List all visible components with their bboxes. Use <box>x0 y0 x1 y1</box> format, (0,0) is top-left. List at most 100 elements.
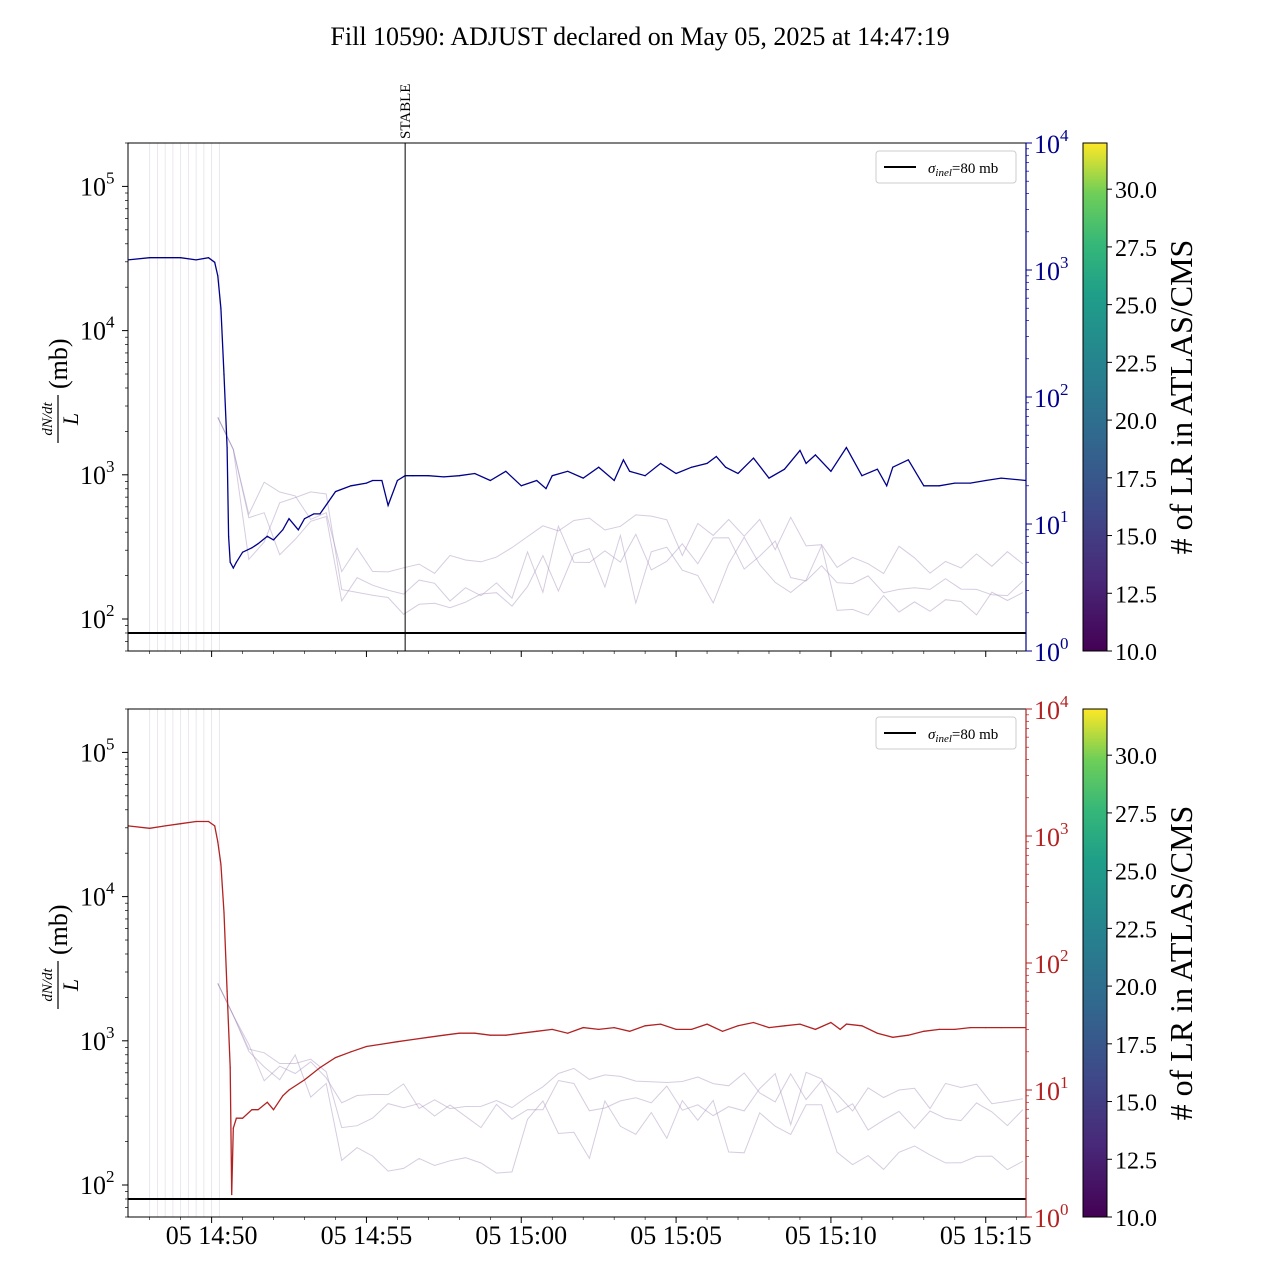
series-point <box>381 1043 383 1045</box>
y-tick-label: 102 <box>80 1167 115 1200</box>
series-point <box>520 1032 522 1034</box>
series-point <box>412 475 414 477</box>
series-point <box>752 1021 755 1024</box>
series-point <box>288 518 290 520</box>
series-point <box>861 1025 863 1027</box>
series-point <box>303 1079 306 1081</box>
background-trace <box>217 983 1024 1174</box>
y-label-unit: (mb) <box>44 338 73 389</box>
series-point <box>715 455 717 458</box>
y2-tick-label: 103 <box>1034 819 1069 852</box>
series-point <box>839 1028 841 1031</box>
x-tick-label: 05 15:15 <box>940 1221 1032 1250</box>
series-point <box>768 1026 770 1029</box>
series-line <box>128 257 1026 570</box>
series-point <box>1000 1026 1002 1029</box>
series-point <box>214 261 216 263</box>
series-point <box>443 476 445 478</box>
left-y-ticks: 102 103 104 105 <box>80 708 128 1218</box>
series-point <box>365 1045 368 1048</box>
series-point <box>814 454 817 456</box>
series-point <box>536 1030 538 1032</box>
series-point <box>149 827 151 829</box>
colorbar-tick-label: 22.5 <box>1115 917 1157 943</box>
series-point <box>226 446 228 449</box>
left-y-ticks: 102 103 104 105 <box>80 142 128 652</box>
legend-label: σinel=80 mb <box>928 161 998 179</box>
series-point <box>985 1026 987 1029</box>
series-point <box>427 1036 429 1038</box>
series-point <box>217 275 219 277</box>
series-point <box>830 1021 832 1024</box>
series-point <box>350 1051 352 1053</box>
series-point <box>412 1038 414 1041</box>
series-point <box>923 485 925 487</box>
series-point <box>907 459 909 461</box>
series-point <box>938 1028 940 1031</box>
series-point <box>805 462 807 465</box>
series-point <box>149 257 151 259</box>
y2-tick-label: 101 <box>1034 507 1069 540</box>
plot-area <box>128 709 1026 1217</box>
background-traces <box>149 143 1024 651</box>
axes-frame <box>127 708 1027 1218</box>
legend: σinel=80 mb <box>875 150 1017 184</box>
colorbar-tick-label: 12.5 <box>1115 1148 1157 1174</box>
series-point <box>582 477 584 479</box>
series-point <box>257 1109 259 1111</box>
series-point <box>251 547 253 549</box>
series-point <box>319 513 321 515</box>
series-point <box>1000 477 1002 479</box>
series-point <box>706 462 708 465</box>
series-point <box>845 1023 848 1025</box>
series-point <box>799 1023 801 1025</box>
series-point <box>737 472 739 475</box>
series-point <box>598 1028 600 1031</box>
y-label-numerator: dN/dt <box>40 967 56 1001</box>
series-point <box>660 462 662 465</box>
background-trace <box>217 417 1024 575</box>
x-tick-label: 05 14:55 <box>321 1221 413 1250</box>
background-trace <box>217 983 1024 1131</box>
series-point <box>282 1095 284 1097</box>
y2-tick-label: 104 <box>1034 126 1069 159</box>
series-point <box>207 820 210 823</box>
colorbar-tick-label: 30.0 <box>1115 178 1157 204</box>
y2-tick-label: 100 <box>1034 1200 1069 1233</box>
series-point <box>272 539 275 541</box>
colorbar: 10.0 12.5 15.0 17.5 20.0 22.5 25.0 27.5 30.0 # of… <box>1082 708 1199 1232</box>
colorbar: 10.0 12.5 15.0 17.5 20.0 22.5 25.0 27.5 30.0 # of… <box>1082 142 1199 666</box>
series-point <box>892 1036 894 1038</box>
colorbar-gradient <box>1082 142 1108 652</box>
series-point <box>938 485 940 487</box>
series-point <box>226 990 228 992</box>
series-point <box>505 470 507 472</box>
colorbar-tick-label: 17.5 <box>1115 1033 1157 1059</box>
series-point <box>644 475 646 477</box>
series-point <box>474 1032 476 1034</box>
colorbar-tick-label: 20.0 <box>1115 409 1157 435</box>
x-ticks <box>149 651 1018 657</box>
background-trace <box>217 417 1024 603</box>
series-point <box>235 561 237 563</box>
series-point <box>164 825 166 827</box>
series-point <box>396 1041 398 1043</box>
right-y-ticks: 100 101 102 103 104 <box>1026 692 1069 1233</box>
series-point <box>582 1026 584 1029</box>
axes-frame <box>127 142 1027 652</box>
series-point <box>266 535 268 537</box>
y-label-unit: (mb) <box>44 904 73 955</box>
colorbar-tick-label: 25.0 <box>1115 294 1157 320</box>
x-ticks: 05 14:50 05 14:55 05 15:00 05 15:05 05 15:10… <box>149 1217 1032 1250</box>
series-point <box>737 1025 739 1027</box>
colorbar-tick-label: 27.5 <box>1115 236 1157 262</box>
series-point <box>505 1034 507 1036</box>
y-label-numerator: dN/dt <box>40 401 56 435</box>
series-point <box>876 1032 878 1034</box>
y-tick-label: 102 <box>80 601 115 634</box>
series-point <box>232 1127 234 1129</box>
y-tick-label: 103 <box>80 457 115 490</box>
series-point <box>613 1026 615 1029</box>
